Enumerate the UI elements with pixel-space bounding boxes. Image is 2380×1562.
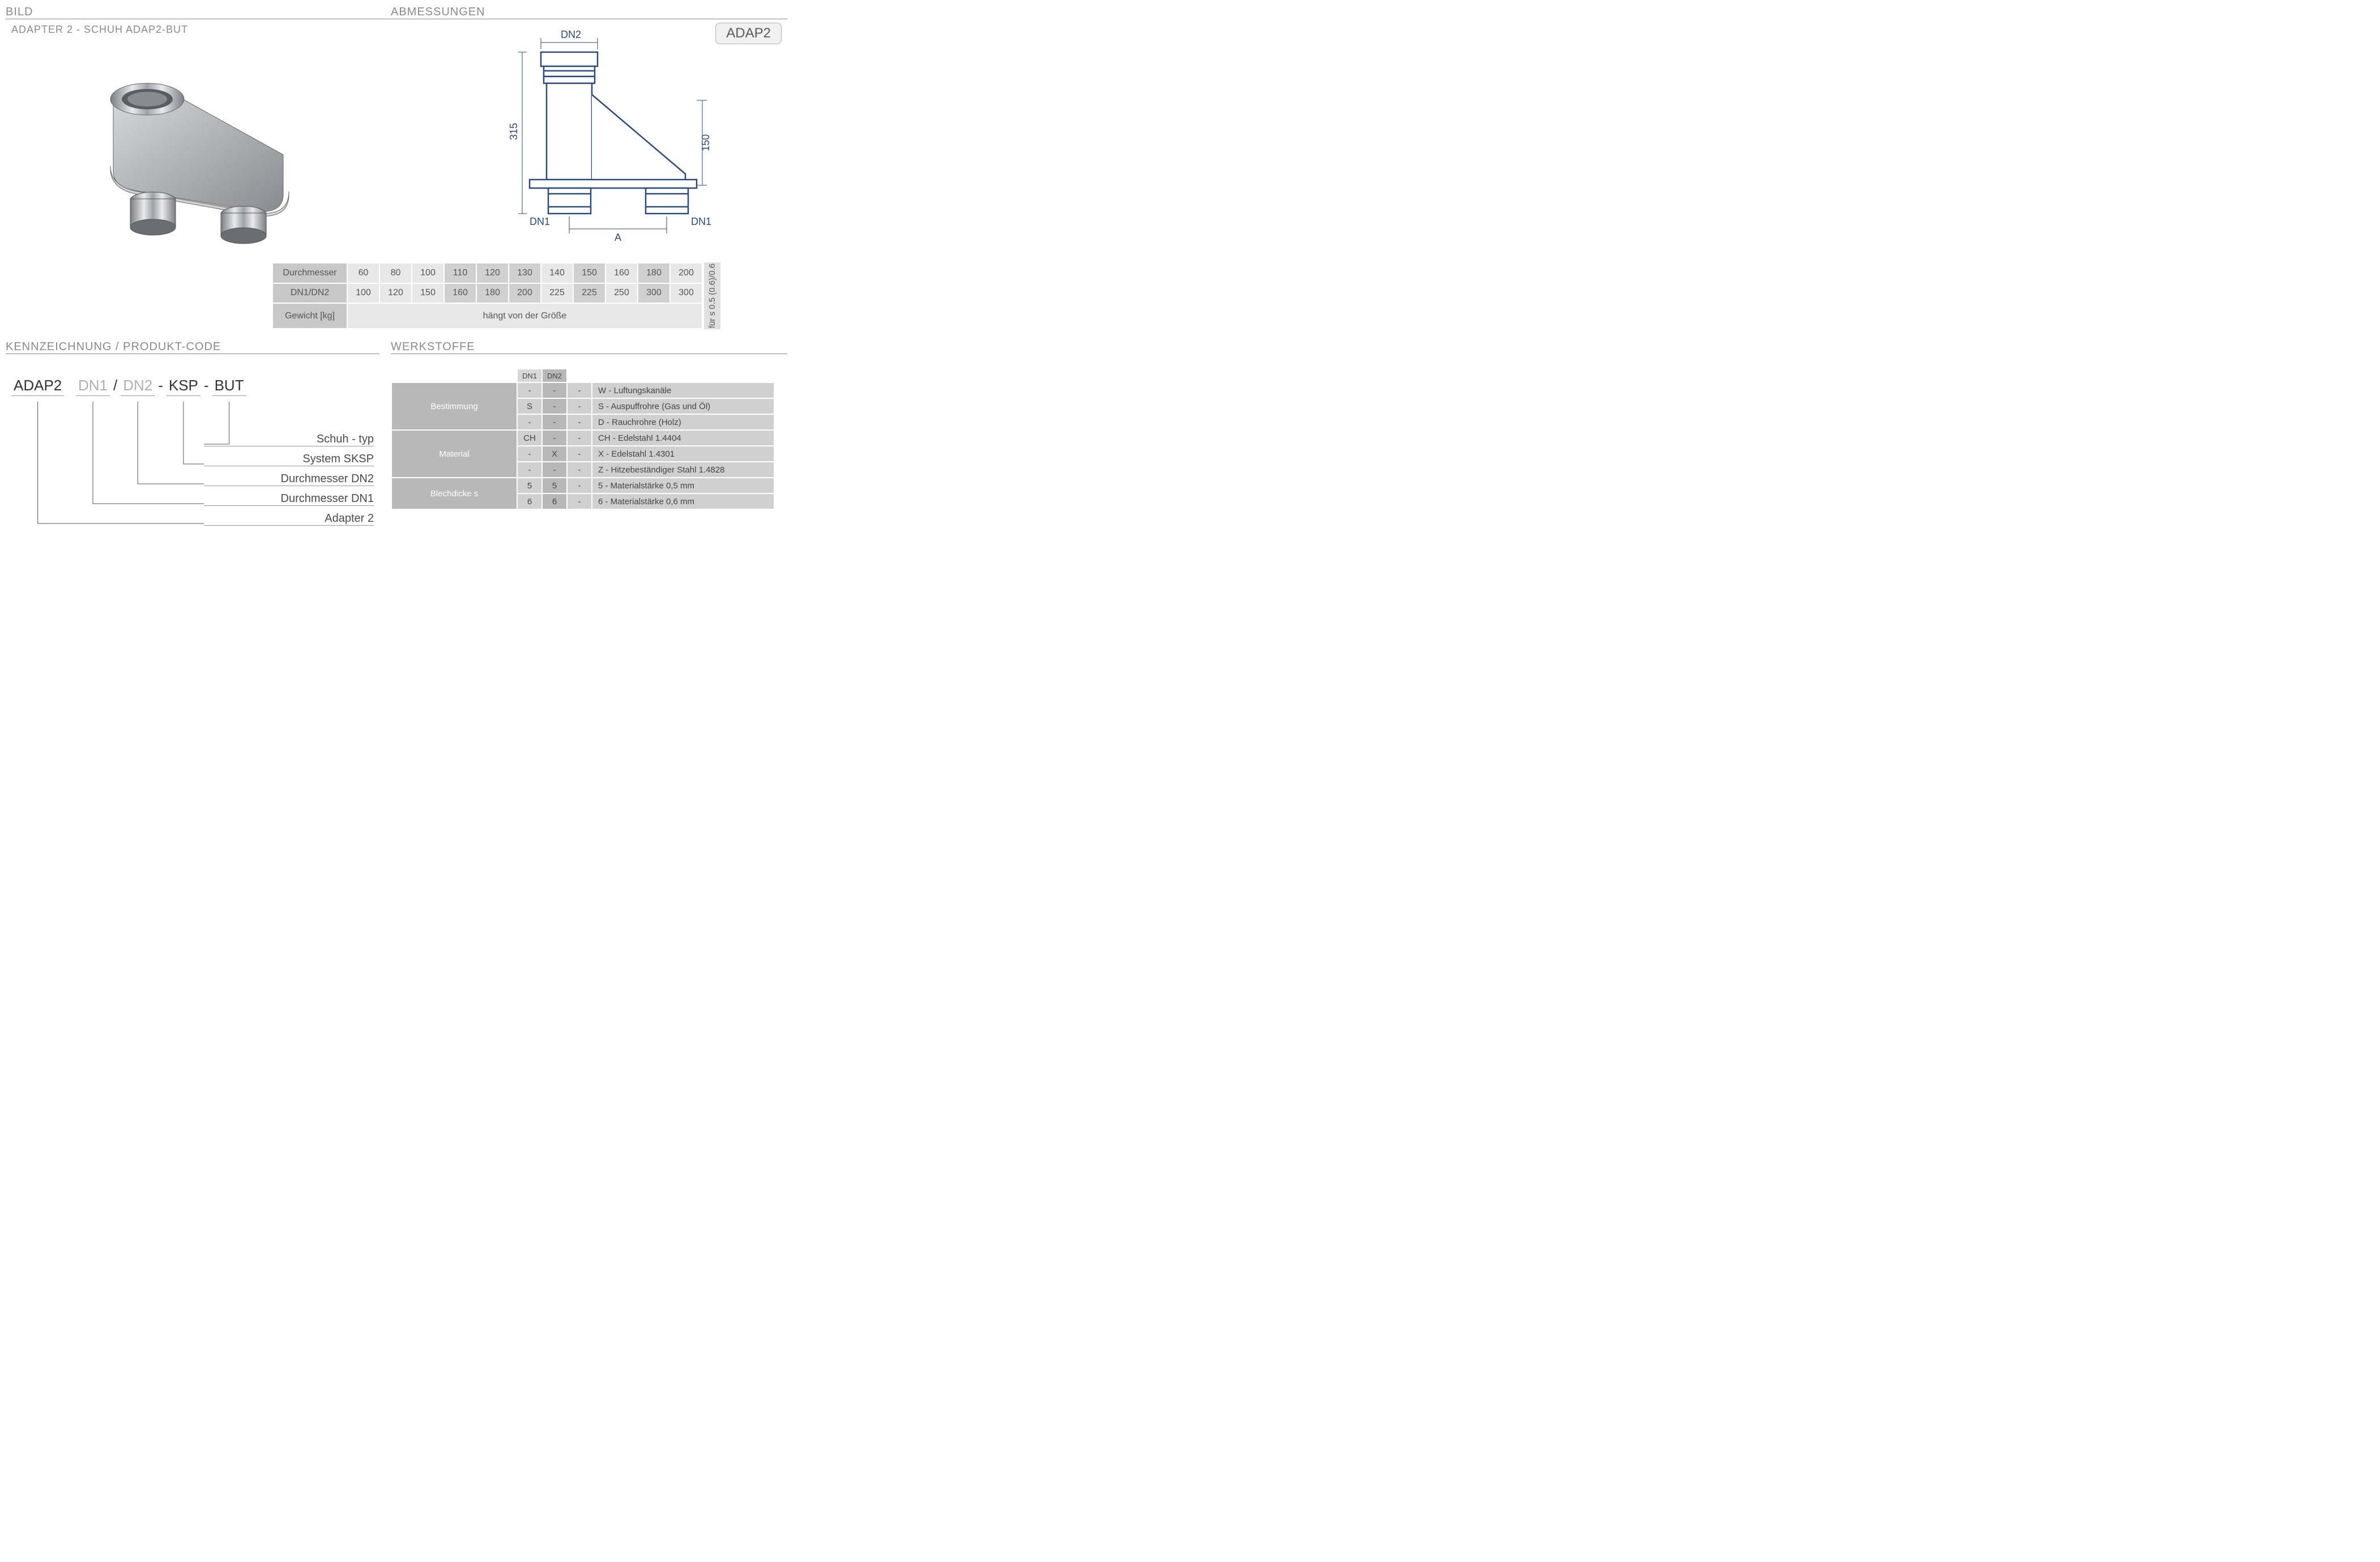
tree-label-3: Durchmesser DN1 xyxy=(204,492,374,506)
technical-drawing: DN2 315 150 DN1 DN1 A xyxy=(391,24,787,250)
svg-text:150: 150 xyxy=(700,134,711,151)
svg-text:DN2: DN2 xyxy=(561,29,581,40)
side-note: für s 0.5 (0.6)/0.6 xyxy=(704,262,720,329)
svg-text:315: 315 xyxy=(508,123,519,140)
svg-text:DN1: DN1 xyxy=(691,216,711,227)
tree-label-0: Schuh - typ xyxy=(204,433,374,446)
dimension-table-wrap: Durchmesser60801001101201301401501601802… xyxy=(272,262,787,329)
product-subtitle: ADAPTER 2 - SCHUH ADAP2-BUT xyxy=(11,24,391,36)
code-but: BUT xyxy=(212,377,246,396)
product-render xyxy=(6,41,391,257)
bottom-section: KENNZEICHNUNG / PRODUKT-CODE ADAP2 - DN1… xyxy=(6,341,787,560)
dimension-table: Durchmesser60801001101201301401501601802… xyxy=(272,262,703,329)
product-code-line: ADAP2 - DN1 / DN2 - KSP - BUT xyxy=(11,377,379,396)
adapter-render-icon xyxy=(79,53,317,245)
werkstoffe-header: WERKSTOFFE xyxy=(391,341,787,354)
tree-label-4: Adapter 2 xyxy=(204,512,374,526)
code-ksp: KSP xyxy=(167,377,201,396)
code-adap2: ADAP2 xyxy=(11,377,64,396)
materials-table: DN1DN2Bestimmung---W - LuftungskanäleS--… xyxy=(391,368,775,510)
code-tree: Schuh - typ System SKSP Durchmesser DN2 … xyxy=(6,402,379,560)
tree-label-1: System SKSP xyxy=(204,453,374,466)
svg-text:DN1: DN1 xyxy=(530,216,550,227)
top-section: BILD ADAPTER 2 - SCHUH ADAP2-BUT xyxy=(6,6,787,257)
code-header: KENNZEICHNUNG / PRODUKT-CODE xyxy=(6,341,379,354)
abmessungen-header: ABMESSUNGEN xyxy=(391,6,787,19)
drawing-icon: DN2 315 150 DN1 DN1 A xyxy=(453,27,725,248)
tree-label-2: Durchmesser DN2 xyxy=(204,473,374,486)
code-dn1: DN1 xyxy=(76,377,110,396)
svg-text:A: A xyxy=(615,232,621,243)
code-dn2: DN2 xyxy=(121,377,155,396)
bild-header: BILD xyxy=(6,6,391,19)
